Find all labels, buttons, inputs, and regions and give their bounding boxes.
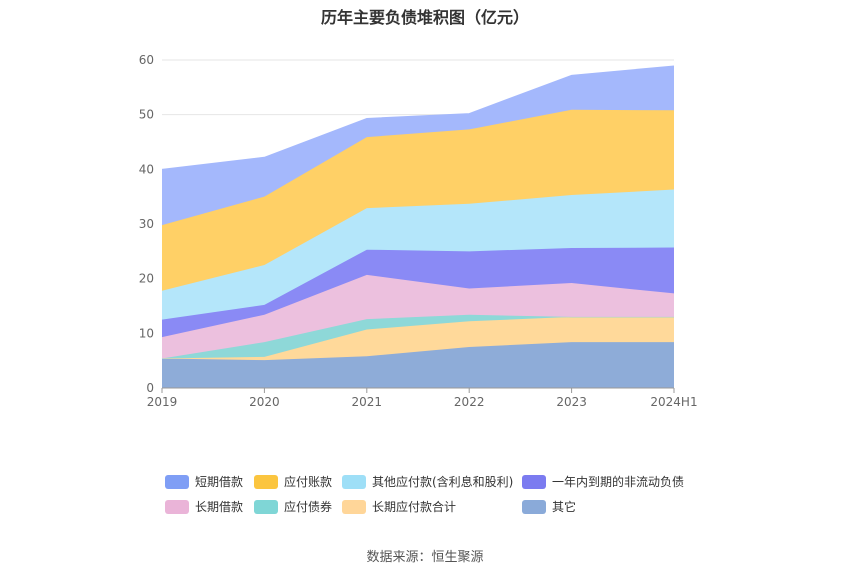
legend-swatch [254,474,278,489]
legend-label: 其它 [552,500,577,514]
series-areas [161,65,675,388]
legend-swatch [522,499,546,514]
area-edge-短期借款 [161,65,675,170]
legend-swatch [342,499,366,514]
legend-label: 其他应付款(含利息和股利) [372,475,514,489]
area-应付账款 [162,109,674,291]
x-tick-label: 2024H1 [650,395,697,409]
area-其他应付款(含利息和股利) [162,189,674,320]
legend-label: 一年内到期的非流动负债 [552,475,685,489]
x-tick-label: 2020 [249,395,280,409]
legend-swatch [165,474,189,489]
data-source: 数据来源：恒生聚源 [366,550,484,565]
legend-item[interactable]: 应付债券 [254,498,332,515]
x-tick-label: 2023 [556,395,587,409]
legend-item[interactable]: 短期借款 [165,473,243,490]
y-tick-label: 60 [139,53,154,67]
area-长期借款 [162,274,674,359]
y-tick-label: 10 [139,326,154,340]
y-tick-label: 50 [139,108,154,122]
area-edge-应付账款 [161,109,675,226]
stacked-area-chart: 0 10 20 30 40 50 60 2019 2020 2021 2022 2023 2024H1 [139,53,698,409]
legend-label: 短期借款 [195,475,244,489]
legend-swatch [254,499,278,514]
x-tick-label: 2021 [352,395,383,409]
y-tick-label: 30 [139,217,154,231]
legend-item[interactable]: 应付账款 [254,473,332,490]
legend-item[interactable]: 长期借款 [165,498,243,515]
legend-item[interactable]: 其它 [522,498,576,515]
legend-swatch [165,499,189,514]
legend-item[interactable]: 其他应付款(含利息和股利) [342,473,513,490]
area-其它 [162,342,674,388]
x-tick-label: 2022 [454,395,485,409]
axes: 0 10 20 30 40 50 60 2019 2020 2021 2022 2023 2024H1 [139,53,698,409]
area-应付债券 [162,314,674,359]
area-edge-长期借款 [161,274,675,338]
y-tick-label: 0 [146,381,154,395]
legend-item[interactable]: 一年内到期的非流动负债 [522,473,684,490]
legend-swatch [522,474,546,489]
x-tick-label: 2019 [147,395,178,409]
legend-label: 应付债券 [284,500,333,514]
legend-label: 应付账款 [284,475,333,489]
legend-item[interactable]: 长期应付款合计 [342,498,456,515]
chart-title: 历年主要负债堆积图（亿元） [320,8,529,27]
y-tick-label: 20 [139,272,154,286]
area-长期应付款合计 [162,316,674,361]
area-一年内到期的非流动负债 [162,247,674,338]
y-tick-label: 40 [139,162,154,176]
legend-label: 长期应付款合计 [372,500,457,514]
legend-swatch [342,474,366,489]
area-短期借款 [162,66,674,226]
legend-label: 长期借款 [195,500,244,514]
